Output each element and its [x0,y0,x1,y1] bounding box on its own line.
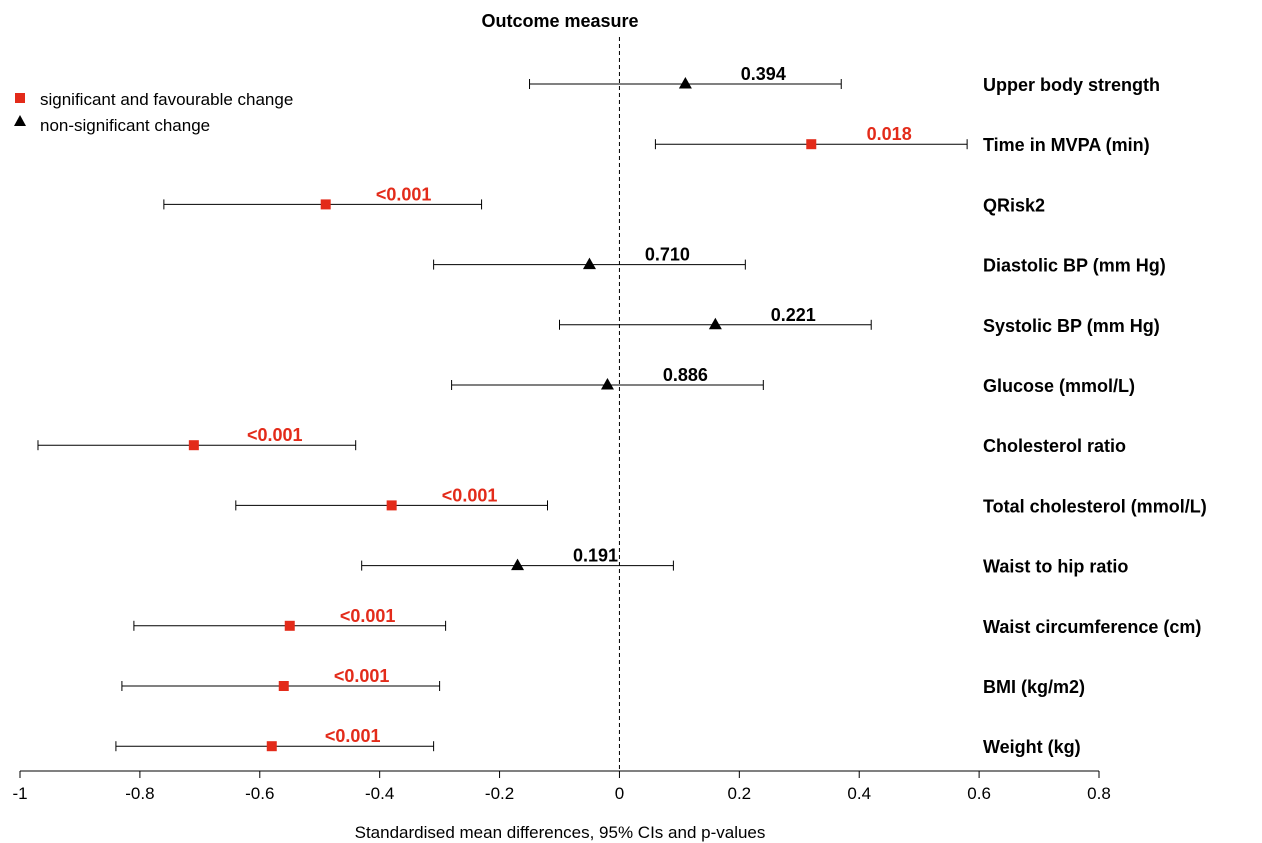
outcome-row: 0.221 Systolic BP (mm Hg) [559,305,1160,336]
outcome-label: Diastolic BP (mm Hg) [983,256,1166,276]
outcome-row: <0.001 BMI (kg/m2) [121,666,1085,697]
x-tick-label: 0.6 [967,784,991,803]
outcome-row: <0.001 Cholesterol ratio [37,425,1126,456]
p-value-label: 0.191 [573,546,618,566]
outcome-row: 0.886 Glucose (mmol/L) [451,365,1135,396]
p-value-label: <0.001 [442,485,498,505]
legend-significant-label: significant and favourable change [40,90,293,109]
outcome-label: Upper body strength [983,75,1160,95]
x-tick-label: -1 [12,784,27,803]
estimate-triangle-marker [582,257,596,270]
x-axis-label: Standardised mean differences, 95% CIs a… [355,823,766,842]
outcome-row: <0.001 Weight (kg) [115,726,1081,757]
estimate-square-marker [284,620,295,631]
outcome-label: Cholesterol ratio [983,436,1126,456]
legend-significant-square-marker [15,93,25,103]
chart-title: Outcome measure [481,11,638,31]
p-value-label: 0.221 [771,305,816,325]
p-value-label: <0.001 [340,606,396,626]
outcome-row: 0.710 Diastolic BP (mm Hg) [433,245,1166,276]
estimate-triangle-marker [600,378,614,390]
x-axis: -1 -0.8 -0.6 -0.4 -0.2 0 0.2 0.4 0.6 0.8 [12,770,1111,803]
outcome-label: Waist to hip ratio [983,557,1128,577]
x-tick-label: -0.6 [245,784,274,803]
outcome-label: Time in MVPA (min) [983,135,1150,155]
estimate-square-marker [188,440,199,451]
outcome-label: QRisk2 [983,195,1045,215]
outcome-row: <0.001 QRisk2 [163,184,1045,215]
legend-nonsignificant-triangle-marker [14,115,26,126]
estimate-triangle-marker [511,558,525,571]
outcome-label: Waist circumference (cm) [983,617,1201,637]
outcome-row: <0.001 Total cholesterol (mmol/L) [235,485,1207,516]
estimate-square-marker [386,500,397,511]
p-value-label: 0.886 [663,365,708,385]
p-value-label: <0.001 [376,184,432,204]
x-tick-label: -0.2 [485,784,514,803]
legend: significant and favourable change non-si… [14,90,293,135]
outcome-label: Systolic BP (mm Hg) [983,316,1160,336]
outcome-row: <0.001 Waist circumference (cm) [133,606,1201,637]
p-value-label: <0.001 [334,666,390,686]
x-tick-label: 0 [615,784,624,803]
estimate-triangle-marker [678,77,692,89]
p-value-label: <0.001 [247,425,303,445]
estimate-square-marker [266,741,277,752]
x-tick-label: -0.4 [365,784,394,803]
x-tick-label: -0.8 [125,784,154,803]
p-value-label: 0.710 [645,245,690,265]
p-value-label: 0.018 [867,124,912,144]
outcome-label: Total cholesterol (mmol/L) [983,496,1207,516]
estimate-square-marker [806,139,817,150]
outcome-label: BMI (kg/m2) [983,677,1085,697]
legend-nonsignificant-label: non-significant change [40,116,210,135]
outcome-row: 0.191 Waist to hip ratio [361,546,1128,577]
outcome-row: 0.394 Upper body strength [529,64,1160,95]
estimate-square-marker [278,681,289,691]
estimate-square-marker [320,199,331,210]
x-tick-label: 0.8 [1087,784,1111,803]
outcome-label: Weight (kg) [983,737,1081,757]
outcome-row: 0.018 Time in MVPA (min) [654,124,1150,155]
p-value-label: 0.394 [741,64,786,84]
outcome-rows: 0.394 Upper body strength 0.018 Time in MVP… [37,64,1207,757]
estimate-triangle-marker [708,317,722,330]
outcome-label: Glucose (mmol/L) [983,376,1135,396]
x-tick-label: 0.4 [847,784,871,803]
p-value-label: <0.001 [325,726,381,746]
x-tick-label: 0.2 [728,784,752,803]
